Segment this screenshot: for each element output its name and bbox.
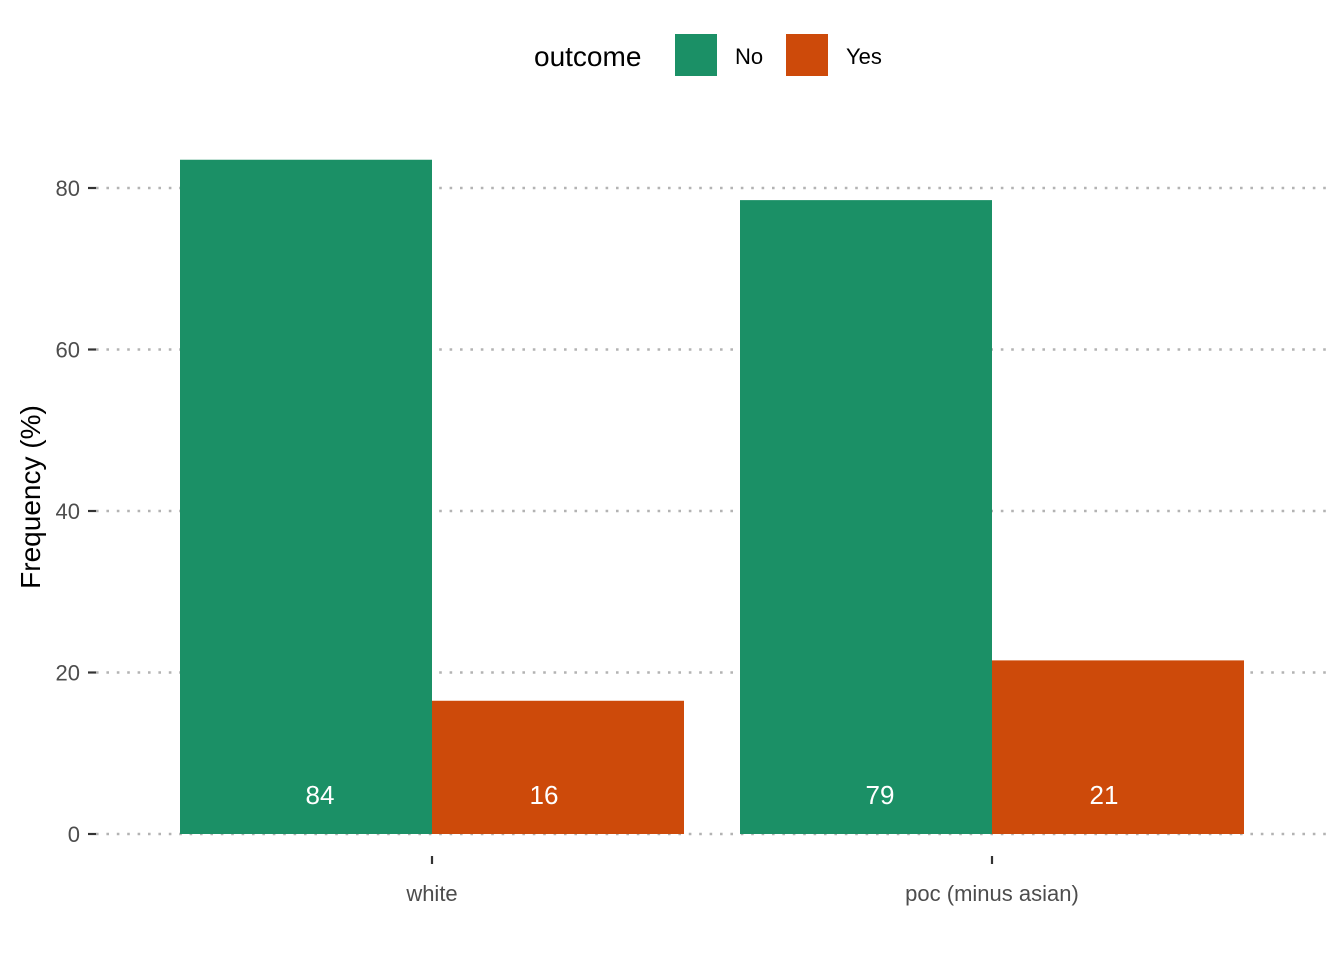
grid-lines [96,186,1328,836]
legend-label-yes: Yes [846,44,882,69]
y-tick-label: 80 [56,176,80,201]
bar-yes [432,700,684,834]
legend: outcome No Yes [534,34,882,76]
legend-title: outcome [534,41,641,72]
y-tick-label: 60 [56,338,80,363]
bar-no [180,159,432,835]
data-label: 21 [1090,780,1119,810]
legend-label-no: No [735,44,763,69]
data-label: 79 [866,780,895,810]
x-axis: white poc (minus asian) [405,856,1079,906]
y-tick-label: 0 [68,822,80,847]
bar-no [740,200,992,835]
legend-key-yes [786,34,828,76]
data-label: 84 [306,780,335,810]
x-tick-label: poc (minus asian) [905,881,1079,906]
data-label: 16 [530,780,559,810]
y-tick-label: 40 [56,499,80,524]
y-tick-label: 20 [56,661,80,686]
bar-yes [992,660,1244,834]
x-tick-label: white [405,881,457,906]
bars: 84 16 79 21 [180,159,1244,835]
legend-key-no [675,34,717,76]
y-axis: 0 20 40 60 80 [56,176,96,847]
y-axis-title: Frequency (%) [15,405,46,589]
